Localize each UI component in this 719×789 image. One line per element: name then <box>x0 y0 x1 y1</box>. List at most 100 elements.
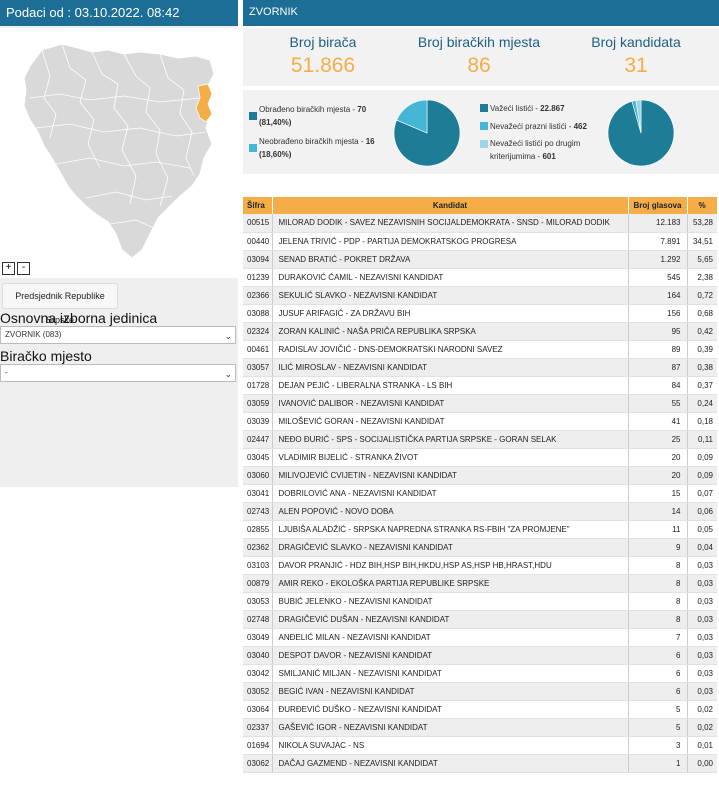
cell-votes: 1 <box>628 754 688 773</box>
table-row: 00879 AMIR REKO - EKOLOŠKA PARTIJA REPUBL… <box>243 574 717 593</box>
cell-candidate: DRAGIČEVIĆ SLAVKO - NEZAVISNI KANDIDAT <box>272 538 629 557</box>
cell-candidate: VLADIMIR BIJELIĆ - STRANKA ŽIVOT <box>272 448 629 467</box>
ballots-pie-slice-2 <box>635 99 642 134</box>
table-row: 02337 GAŠEVIĆ IGOR - NEZAVISNI KANDIDAT 5 0… <box>243 718 717 737</box>
cell-votes: 8 <box>628 610 688 629</box>
cell-code: 03041 <box>243 484 273 503</box>
cell-candidate: MILIVOJEVIĆ CVIJETIN - NEZAVISNI KANDIDA… <box>272 466 629 485</box>
column-header-code[interactable]: Šifra <box>243 197 273 214</box>
legend-swatch-valid <box>480 104 488 112</box>
cell-code: 00461 <box>243 340 273 359</box>
cell-pct: 0,18 <box>687 412 717 431</box>
zvornik-highlight-shape[interactable] <box>195 83 213 123</box>
cell-pct: 0,42 <box>687 322 717 341</box>
cell-candidate: JELENA TRIVIĆ - PDP - PARTIJA DEMOKRATSK… <box>272 232 629 251</box>
cell-pct: 0,02 <box>687 718 717 737</box>
cell-code: 03062 <box>243 754 273 773</box>
cell-code: 02743 <box>243 502 273 521</box>
cell-candidate: LJUBIŠA ALADŽIĆ - SRPSKA NAPREDNA STRANK… <box>272 520 629 539</box>
cell-pct: 34,51 <box>687 232 717 251</box>
stat-candidates-label: Broj kandidata <box>591 34 681 50</box>
cell-code: 01239 <box>243 268 273 287</box>
legend-blank-label: Nevažeći prazni listići - <box>490 122 574 131</box>
column-header-votes[interactable]: Broj glasova <box>628 197 688 214</box>
legend-processed-pct: (81,40%) <box>259 118 292 127</box>
cell-votes: 41 <box>628 412 688 431</box>
cell-votes: 20 <box>628 466 688 485</box>
cell-candidate: BUBIĆ JELENKO - NEZAVISNI KANDIDAT <box>272 592 629 611</box>
cell-code: 03057 <box>243 358 273 377</box>
table-row: 03045 VLADIMIR BIJELIĆ - STRANKA ŽIVOT 20 0… <box>243 448 717 467</box>
cell-candidate: SENAD BRATIĆ - POKRET DRŽAVA <box>272 250 629 269</box>
cell-pct: 0,03 <box>687 610 717 629</box>
region-map[interactable] <box>0 28 238 278</box>
cell-votes: 7 <box>628 628 688 647</box>
table-row: 03062 DAČAJ GAZMEND - NEZAVISNI KANDIDAT 1… <box>243 754 717 773</box>
cell-code: 01694 <box>243 736 273 755</box>
cell-pct: 0,05 <box>687 520 717 539</box>
results-table-body: 00515 MILORAD DODIK - SAVEZ NEZAVISNIH SO… <box>243 214 717 773</box>
legend-valid-label: Važeći listići - <box>490 104 541 113</box>
table-row: 02447 NEĐO ĐURIĆ - SPS - SOCIJALISTIČKA P… <box>243 430 717 449</box>
cell-code: 03103 <box>243 556 273 575</box>
cell-pct: 0,37 <box>687 376 717 395</box>
election-type-button[interactable]: Predsjednik Republike Srpske <box>2 283 118 325</box>
cell-votes: 9 <box>628 538 688 557</box>
legend-processed-value: 70 <box>357 105 367 114</box>
table-row: 03060 MILIVOJEVIĆ CVIJETIN - NEZAVISNI KA… <box>243 466 717 485</box>
cell-pct: 0,24 <box>687 394 717 413</box>
cell-candidate: ANĐELIĆ MILAN - NEZAVISNI KANDIDAT <box>272 628 629 647</box>
station-select[interactable]: - ⌄ <box>0 364 236 382</box>
zoom-in-button[interactable]: + <box>2 262 15 275</box>
table-row: 03088 JUSUF ARIFAGIĆ - ZA DRŽAVU BIH 156 0,… <box>243 304 717 323</box>
unit-label: Osnovna izborna jedinica <box>0 310 158 326</box>
cell-code: 03053 <box>243 592 273 611</box>
unit-select[interactable]: ZVORNIK (083) ⌄ <box>0 326 236 344</box>
ballots-pie-chart <box>607 99 675 167</box>
map-svg[interactable] <box>0 28 238 278</box>
stat-candidates-value: 31 <box>624 54 648 77</box>
cell-code: 03059 <box>243 394 273 413</box>
column-header-pct[interactable]: % <box>687 197 718 214</box>
table-row: 00515 MILORAD DODIK - SAVEZ NEZAVISNIH SO… <box>243 214 717 233</box>
stat-stations: Broj biračkih mjesta 86 <box>404 28 554 78</box>
cell-code: 03049 <box>243 628 273 647</box>
stations-pie-slice-1 <box>396 99 428 134</box>
cell-candidate: DRAGIČEVIĆ DUŠAN - NEZAVISNI KANDIDAT <box>272 610 629 629</box>
cell-pct: 0,09 <box>687 466 717 485</box>
cell-pct: 0,09 <box>687 448 717 467</box>
cell-votes: 8 <box>628 574 688 593</box>
cell-pct: 0,06 <box>687 502 717 521</box>
chevron-down-icon: ⌄ <box>224 331 232 341</box>
table-row: 03049 ANĐELIĆ MILAN - NEZAVISNI KANDIDAT 7… <box>243 628 717 647</box>
cell-votes: 87 <box>628 358 688 377</box>
stat-stations-label: Broj biračkih mjesta <box>417 34 541 50</box>
results-table: Šifra Kandidat Broj glasova % 00515 MILOR… <box>243 197 718 773</box>
cell-candidate: DESPOT DAVOR - NEZAVISNI KANDIDAT <box>272 646 629 665</box>
table-row: 02743 ALEN POPOVIĆ - NOVO DOBA 14 0,06 <box>243 502 717 521</box>
legend-blank: Nevažeći prazni listići - 462 <box>490 120 610 133</box>
table-row: 03052 BEGIĆ IVAN - NEZAVISNI KANDIDAT 6 0,0… <box>243 682 717 701</box>
cell-votes: 89 <box>628 340 688 359</box>
cell-pct: 0,03 <box>687 592 717 611</box>
cell-votes: 5 <box>628 700 688 719</box>
cell-pct: 0,39 <box>687 340 717 359</box>
cell-pct: 0,04 <box>687 538 717 557</box>
cell-code: 03040 <box>243 646 273 665</box>
cell-votes: 84 <box>628 376 688 395</box>
table-row: 03040 DESPOT DAVOR - NEZAVISNI KANDIDAT 6 0… <box>243 646 717 665</box>
cell-candidate: JUSUF ARIFAGIĆ - ZA DRŽAVU BIH <box>272 304 629 323</box>
stat-voters: Broj birača 51.866 <box>248 28 398 78</box>
cell-votes: 55 <box>628 394 688 413</box>
cell-votes: 6 <box>628 646 688 665</box>
cell-votes: 5 <box>628 718 688 737</box>
legend-processed-label: Obrađeno biračkih mjesta - <box>259 105 358 114</box>
republika-srpska-map-shape[interactable] <box>23 43 215 259</box>
column-header-candidate[interactable]: Kandidat <box>272 197 629 214</box>
cell-pct: 0,11 <box>687 430 717 449</box>
cell-candidate: DAVOR PRANJIĆ - HDZ BIH,HSP BIH,HKDU,HSP… <box>272 556 629 575</box>
zoom-out-button[interactable]: - <box>17 262 30 275</box>
cell-pct: 0,02 <box>687 700 717 719</box>
legend-swatch-unprocessed <box>249 144 257 152</box>
chevron-down-icon: ⌄ <box>224 369 232 379</box>
